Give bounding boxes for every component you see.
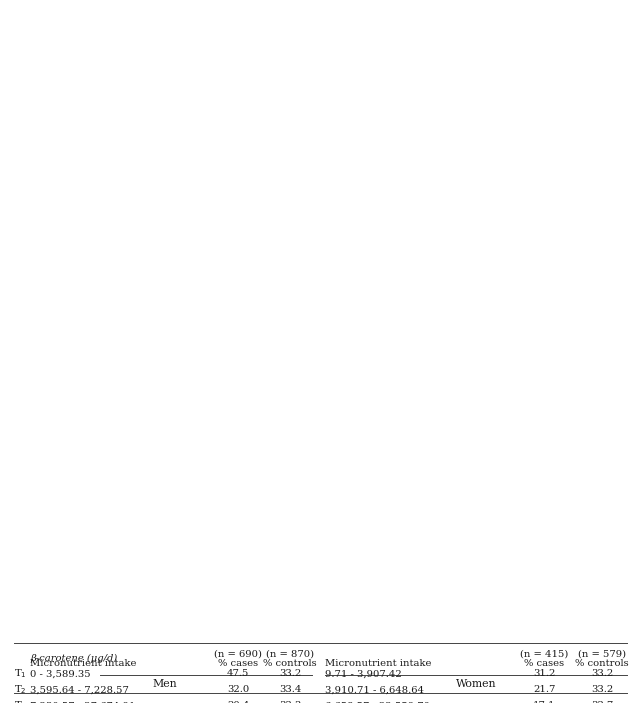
Text: Micronutrient intake: Micronutrient intake <box>325 659 431 669</box>
Text: 33.7: 33.7 <box>591 702 613 703</box>
Text: (n = 579): (n = 579) <box>578 650 626 659</box>
Text: 33.2: 33.2 <box>591 669 613 678</box>
Text: 32.0: 32.0 <box>227 685 249 695</box>
Text: 20.4: 20.4 <box>227 702 249 703</box>
Text: 3,910.71 - 6,648.64: 3,910.71 - 6,648.64 <box>325 685 424 695</box>
Text: Micronutrient intake: Micronutrient intake <box>30 659 137 669</box>
Text: T$_1$: T$_1$ <box>14 668 26 681</box>
Text: (n = 870): (n = 870) <box>266 650 314 659</box>
Text: % controls: % controls <box>263 659 317 669</box>
Text: 33.4: 33.4 <box>279 685 301 695</box>
Text: % cases: % cases <box>524 659 564 669</box>
Text: 21.7: 21.7 <box>533 685 555 695</box>
Text: β-carotene (μg/d): β-carotene (μg/d) <box>30 653 117 662</box>
Text: % cases: % cases <box>218 659 258 669</box>
Text: 7,230.57 - 27,674.91: 7,230.57 - 27,674.91 <box>30 702 135 703</box>
Text: 0 - 3,589.35: 0 - 3,589.35 <box>30 669 90 678</box>
Text: (n = 415): (n = 415) <box>520 650 568 659</box>
Text: 47.5: 47.5 <box>227 669 249 678</box>
Text: 33.3: 33.3 <box>279 702 301 703</box>
Text: (n = 690): (n = 690) <box>214 650 262 659</box>
Text: 6,658.57 - 22,559.70: 6,658.57 - 22,559.70 <box>325 702 430 703</box>
Text: 31.2: 31.2 <box>533 669 555 678</box>
Text: Women: Women <box>456 679 496 689</box>
Text: Men: Men <box>152 679 177 689</box>
Text: T$_3$: T$_3$ <box>14 699 27 703</box>
Text: 17.1: 17.1 <box>533 702 555 703</box>
Text: T$_2$: T$_2$ <box>14 683 26 697</box>
Text: 33.2: 33.2 <box>279 669 301 678</box>
Text: 33.2: 33.2 <box>591 685 613 695</box>
Text: 3,595.64 - 7,228.57: 3,595.64 - 7,228.57 <box>30 685 129 695</box>
Text: 9.71 - 3,907.42: 9.71 - 3,907.42 <box>325 669 402 678</box>
Text: % controls: % controls <box>575 659 629 669</box>
